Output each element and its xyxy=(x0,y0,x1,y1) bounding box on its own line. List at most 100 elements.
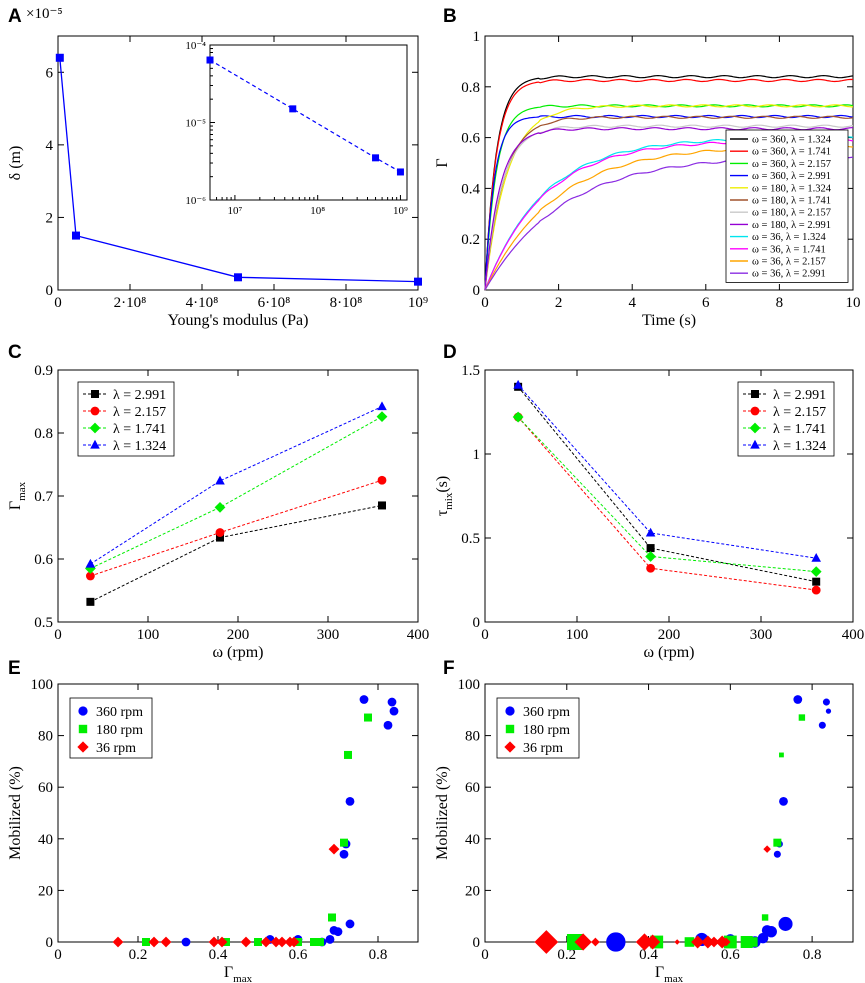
data-point xyxy=(333,927,343,937)
data-point xyxy=(378,501,386,510)
y-tick-label: 100 xyxy=(458,677,481,693)
x-tick-label: 400 xyxy=(407,627,430,643)
x-tick-label: 0.6 xyxy=(289,947,308,963)
legend-label: ω = 180, λ = 2.991 xyxy=(752,220,831,231)
x-tick-label: 8·10⁸ xyxy=(330,295,363,311)
inset-data-point xyxy=(206,56,214,64)
legend-marker xyxy=(505,724,515,734)
x-axis-label-sub: max xyxy=(664,973,683,983)
legend-label: λ = 1.324 xyxy=(773,439,826,454)
x-axis-label-main: Time (s) xyxy=(642,312,696,329)
plot-frame xyxy=(57,683,419,943)
y-multiplier: ×10⁻⁵ xyxy=(26,6,63,22)
legend-label: λ = 1.741 xyxy=(773,422,826,437)
data-point xyxy=(810,566,822,577)
x-tick-label: 6·10⁸ xyxy=(258,295,291,311)
y-tick-label: 60 xyxy=(38,780,53,796)
legend-label: λ = 1.741 xyxy=(113,422,166,437)
data-point xyxy=(721,937,731,947)
series-line xyxy=(90,416,383,569)
legend-marker xyxy=(750,439,760,449)
y-tick-label: 0.5 xyxy=(461,531,480,547)
y-tick-label: 0 xyxy=(46,935,54,951)
y-axis-label: τmix(s) xyxy=(434,476,455,516)
legend-label: 360 rpm xyxy=(523,705,570,720)
x-tick-label: 400 xyxy=(842,627,865,643)
legend-label: 180 rpm xyxy=(96,723,143,738)
data-point xyxy=(763,845,771,853)
x-tick-label: 10 xyxy=(846,295,861,311)
data-point xyxy=(240,936,252,948)
legend: λ = 2.991 λ = 2.157 λ = 1.741 λ = 1.324 xyxy=(77,381,175,457)
series-line xyxy=(484,104,853,291)
data-point xyxy=(534,930,559,954)
data-point xyxy=(645,551,656,562)
x-tick-label: 10⁹ xyxy=(408,295,428,311)
series-line xyxy=(484,74,854,291)
data-point xyxy=(142,938,150,946)
data-point xyxy=(276,936,288,948)
legend-label: 36 rpm xyxy=(96,741,136,756)
legend-marker xyxy=(78,724,88,734)
x-axis-label-main: Young's modulus (Pa) xyxy=(168,312,309,329)
y-tick-label: 0 xyxy=(473,935,481,951)
data-point xyxy=(364,713,372,722)
data-point xyxy=(574,933,592,951)
inset-chart: 10⁷ 10⁸ 10⁹ 10⁻⁴ 10⁻⁵ 10⁻⁶ xyxy=(185,40,408,217)
data-point xyxy=(260,936,272,948)
data-point xyxy=(160,936,172,948)
data-point xyxy=(215,475,225,485)
data-point xyxy=(288,936,300,948)
data-point xyxy=(811,552,821,562)
x-tick-label: 4·10⁸ xyxy=(186,295,219,311)
y-axis-label: Γmax xyxy=(7,481,28,510)
x-axis-label: Time (s) xyxy=(642,312,696,329)
data-point xyxy=(310,938,318,946)
x-axis-label-main: Γ xyxy=(655,964,664,981)
legend-marker xyxy=(77,741,89,753)
y-tick-label: 1 xyxy=(473,29,481,45)
data-point xyxy=(646,563,655,573)
legend-marker xyxy=(90,406,100,416)
y-axis-label-main: δ (m) xyxy=(7,146,24,181)
legend-marker xyxy=(90,439,100,449)
data-point xyxy=(811,585,821,595)
y-tick-label: 1 xyxy=(473,447,481,463)
x-tick-label: 4 xyxy=(628,295,636,311)
legend-label: λ = 2.991 xyxy=(113,388,166,403)
y-tick-label: 0.4 xyxy=(461,181,480,197)
y-axis-label: Mobilized (%) xyxy=(7,766,24,860)
data-point xyxy=(181,937,191,947)
data-point xyxy=(779,752,784,758)
legend-marker xyxy=(749,422,761,434)
legend-label: λ = 2.991 xyxy=(773,388,826,403)
x-tick-label: 2·10⁸ xyxy=(114,295,147,311)
x-tick-label: 100 xyxy=(566,627,589,643)
x-tick-label: 0 xyxy=(54,295,62,311)
panel-letter: B xyxy=(443,6,457,27)
plot-frame xyxy=(57,35,419,291)
x-tick-label: 0 xyxy=(54,947,62,963)
data-line xyxy=(59,57,419,283)
inset-data-point xyxy=(289,105,297,113)
x-tick-label: 0.4 xyxy=(209,947,228,963)
legend-label: ω = 360, λ = 2.157 xyxy=(752,159,831,170)
x-tick-label: 0 xyxy=(54,627,62,643)
panel-letter: F xyxy=(443,658,455,679)
data-point xyxy=(345,919,355,929)
x-axis-label: Young's modulus (Pa) xyxy=(168,312,309,329)
legend-label: 180 rpm xyxy=(523,723,570,738)
data-point xyxy=(325,935,335,944)
x-tick-label: 0.8 xyxy=(803,947,822,963)
x-tick-label: 8 xyxy=(776,295,784,311)
legend-marker xyxy=(751,390,759,398)
y-axis-label-main: Mobilized (%) xyxy=(7,766,24,860)
x-tick-label: 0.8 xyxy=(369,947,388,963)
x-tick-label: 0.2 xyxy=(557,947,576,963)
x-tick-label: 0 xyxy=(481,627,489,643)
y-tick-label: 0.2 xyxy=(461,232,480,248)
data-point xyxy=(513,379,523,389)
series-line xyxy=(484,115,854,291)
data-point xyxy=(328,843,340,855)
data-point xyxy=(208,936,220,948)
